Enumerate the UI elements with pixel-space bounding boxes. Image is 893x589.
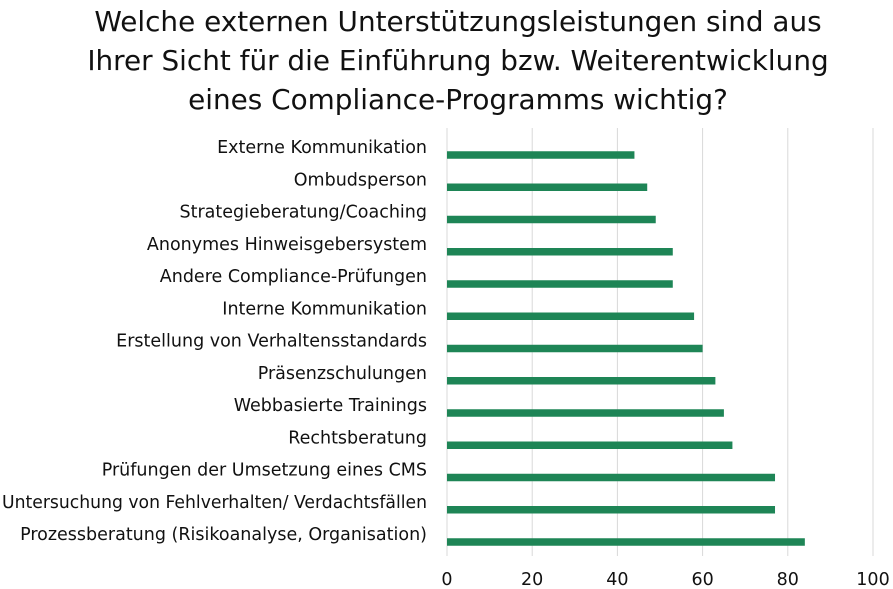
bar — [447, 409, 724, 417]
category-label: Interne Kommunikation — [222, 299, 427, 319]
bar — [447, 441, 733, 449]
bar — [447, 280, 673, 288]
category-label: Prüfungen der Umsetzung eines CMS — [102, 461, 427, 481]
category-label: Andere Compliance-Prüfungen — [160, 267, 427, 287]
bar — [447, 506, 776, 514]
category-label: Strategieberatung/Coaching — [179, 203, 427, 223]
chart-title-line-3: eines Compliance-Programms wichtig? — [188, 83, 728, 116]
chart-title-line-1: Welche externen Unterstützungsleistungen… — [94, 5, 822, 38]
category-label: Webbasierte Trainings — [234, 396, 427, 416]
x-tick-label: 60 — [691, 570, 713, 589]
chart-title: Welche externen Unterstützungsleistungen… — [0, 2, 893, 119]
x-tick-label: 0 — [441, 570, 452, 589]
category-label: Prozessberatung (Risikoanalyse, Organisa… — [20, 525, 427, 545]
category-label: Präsenzschulungen — [258, 364, 427, 384]
bar — [447, 538, 805, 546]
bar — [447, 473, 776, 482]
bar — [447, 248, 673, 256]
bar — [447, 215, 656, 224]
x-tick-label: 100 — [856, 570, 889, 589]
x-tick-label: 80 — [777, 570, 799, 589]
x-tick-label: 40 — [606, 570, 628, 589]
bar — [447, 344, 703, 353]
category-labels: Externe Kommunikation Ombudsperson Strateg… — [2, 138, 427, 545]
bar — [447, 377, 716, 385]
gridlines — [446, 128, 874, 556]
category-label: Erstellung von Verhaltensstandards — [116, 332, 427, 352]
chart-title-line-2: Ihrer Sicht für die Einführung bzw. Weit… — [87, 44, 829, 77]
bars — [447, 151, 805, 546]
category-label: Anonymes Hinweisgebersystem — [147, 235, 427, 255]
x-axis-tick-labels: 0 20 40 60 80 100 — [441, 570, 889, 589]
bar — [447, 312, 695, 320]
x-tick-label: 20 — [521, 570, 543, 589]
category-label: Externe Kommunikation — [217, 138, 427, 158]
bar — [447, 183, 648, 191]
category-label: Ombudsperson — [294, 170, 427, 190]
bar — [447, 151, 635, 159]
category-label: Rechtsberatung — [288, 428, 427, 448]
category-label: Untersuchung von Fehlverhalten/ Verdacht… — [2, 493, 427, 513]
